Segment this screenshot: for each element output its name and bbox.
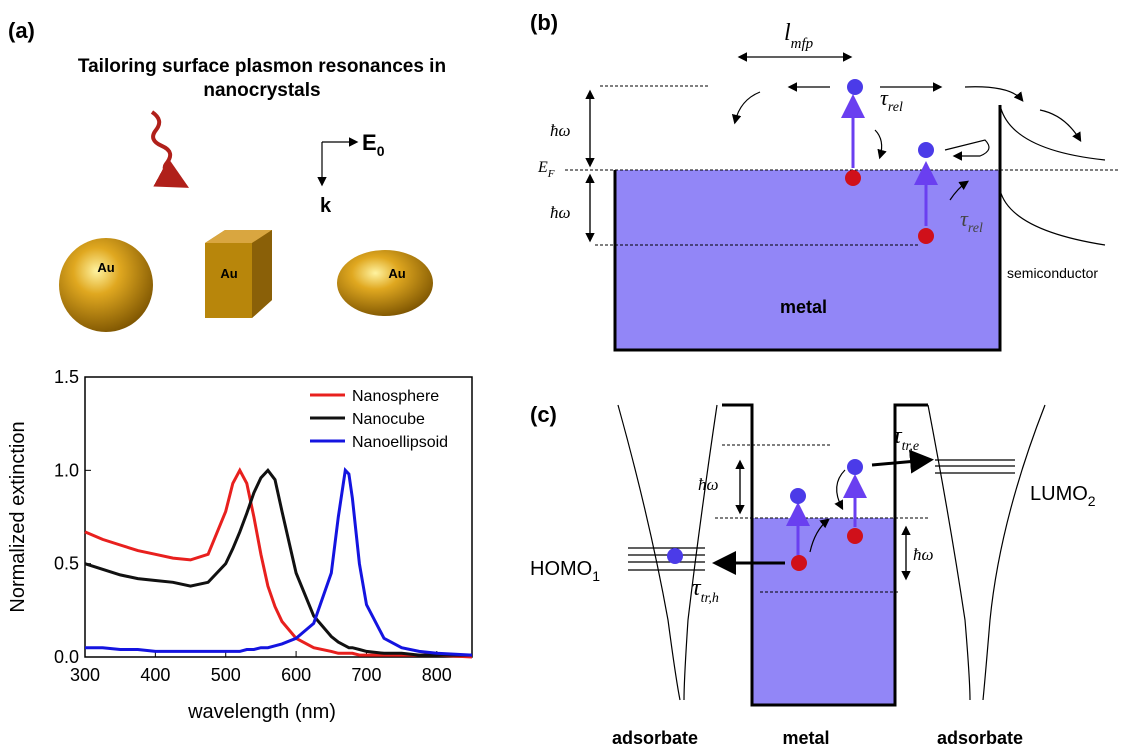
panel-label: (a) [8, 18, 35, 43]
page: {"panel_a":{"label":"(a)","title_lines":… [0, 0, 1133, 748]
bottom-label: adsorbate [612, 728, 698, 748]
adsorbate-potential [618, 405, 717, 700]
legend-label: Nanoellipsoid [352, 434, 448, 451]
y-tick-label: 1.0 [54, 460, 79, 480]
electron-path [735, 92, 760, 122]
label-sub: F [547, 168, 555, 180]
cube-side [252, 230, 272, 318]
tau-label: τtr,e [893, 423, 919, 454]
tau-label: τrel [880, 85, 903, 115]
nanoellipsoid [337, 250, 433, 316]
reflect-arrow [945, 140, 989, 156]
y-tick-label: 1.5 [54, 367, 79, 387]
x-tick-label: 800 [422, 665, 452, 685]
label-sub: rel [888, 100, 903, 115]
bottom-label: metal [782, 728, 829, 748]
electron-path [965, 87, 1022, 100]
semiconductor-label: semiconductor [1007, 265, 1098, 281]
electron [847, 459, 863, 475]
hole-in-homo [667, 548, 683, 564]
chart: 300 400 500 600 700 800 0.0 0.5 1.0 1.5 Nanosphere… [54, 367, 472, 685]
label-main: E [362, 130, 377, 155]
electron [918, 142, 934, 158]
x-axis-label: wavelength (nm) [187, 701, 336, 723]
y-tick-label: 0.5 [54, 554, 79, 574]
label-main: HOMO [530, 558, 592, 580]
homo-label: HOMO1 [530, 558, 600, 584]
lumo-levels [935, 460, 1015, 473]
lumo-label: LUMO2 [1030, 483, 1096, 509]
x-tick-label: 600 [281, 665, 311, 685]
label-sub: 1 [592, 568, 600, 584]
electron [790, 488, 806, 504]
panel-label: (b) [530, 10, 558, 35]
relax-arrow [875, 130, 882, 157]
field-label: E0 [362, 130, 385, 159]
title: nanocrystals [203, 80, 320, 101]
legend-label: Nanosphere [352, 388, 439, 405]
label-sub: tr,e [902, 439, 920, 454]
label-sub: 0 [377, 143, 385, 159]
homo-levels [628, 548, 705, 570]
hole [847, 528, 863, 544]
label-sub: rel [968, 221, 983, 236]
adsorbate-potential [928, 405, 1045, 700]
legend-label: Nanocube [352, 411, 425, 428]
hw-label: ħω [698, 475, 719, 494]
bottom-label: adsorbate [937, 728, 1023, 748]
hw-label: ħω [913, 545, 934, 564]
x-tick-label: 400 [140, 665, 170, 685]
y-axis-label: Normalized extinction [7, 421, 29, 612]
metal-region [615, 170, 1000, 350]
band-bending [1000, 105, 1105, 245]
x-tick-label: 500 [211, 665, 241, 685]
x-tick-label: 700 [351, 665, 381, 685]
nanosphere [59, 238, 153, 332]
metal-label: metal [780, 297, 827, 317]
mfp-label: lmfp [784, 20, 814, 52]
figure: (a) Tailoring surface plasmon resonances… [0, 0, 1133, 748]
label-main: E [537, 159, 548, 176]
x-tick-label: 300 [70, 665, 100, 685]
title: Tailoring surface plasmon resonances in [78, 56, 446, 77]
hole [791, 555, 807, 571]
particle-label: Au [97, 260, 114, 275]
hw-label: ħω [550, 203, 571, 222]
panel-label: (c) [530, 402, 557, 427]
hole [918, 228, 934, 244]
relax-arrow [837, 470, 845, 508]
hw-label: ħω [550, 121, 571, 140]
electron [847, 79, 863, 95]
label-sub: 2 [1088, 493, 1096, 509]
tau-label: τtr,h [692, 575, 719, 606]
series-line [85, 470, 472, 655]
transfer-arrow [872, 460, 928, 465]
y-tick-label: 0.0 [54, 647, 79, 667]
particle-label: Au [388, 266, 405, 281]
electron-path [1040, 110, 1080, 140]
hole [845, 170, 861, 186]
fermi-label: EF [537, 159, 555, 180]
label-main: LUMO [1030, 483, 1088, 505]
particle-label: Au [220, 266, 237, 281]
metal-region [752, 518, 895, 705]
label-sub: mfp [791, 36, 814, 52]
label-sub: tr,h [701, 591, 719, 606]
light-wave [152, 112, 182, 184]
k-label: k [320, 195, 332, 217]
